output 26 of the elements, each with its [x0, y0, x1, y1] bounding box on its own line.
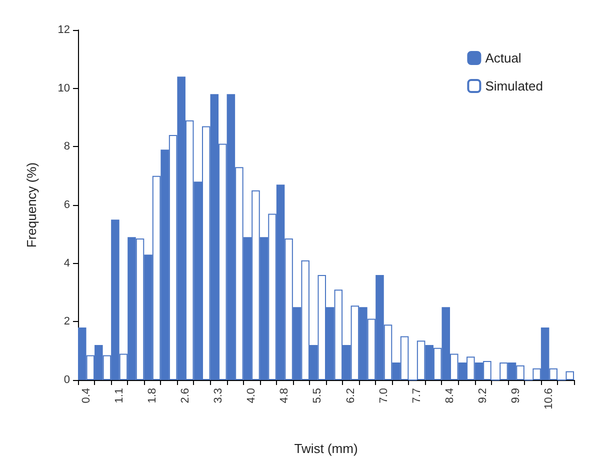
x-tick-label: 6.2 — [344, 388, 357, 404]
x-tick-label: 5.5 — [312, 388, 324, 404]
x-tick-label: 10.6 — [543, 388, 556, 410]
x-tick-label: 0.4 — [80, 388, 92, 404]
y-tick-label: 0 — [64, 374, 70, 386]
y-tick-label: 2 — [64, 316, 70, 328]
y-tick-label: 6 — [64, 199, 70, 211]
legend-label: Simulated — [485, 78, 544, 94]
x-tick-label: 9.9 — [510, 388, 522, 404]
y-tick-label: 12 — [58, 24, 70, 36]
y-tick-label: 8 — [64, 140, 70, 153]
x-tick-label: 2.6 — [179, 388, 192, 404]
x-tick-label: 4.0 — [246, 388, 258, 404]
x-tick-label: 1.8 — [146, 388, 158, 404]
y-tick-label: 10 — [58, 82, 70, 94]
y-tick-label: 4 — [64, 257, 70, 270]
x-tick-label: 1.1 — [113, 388, 126, 404]
x-axis-title: Twist (mm) — [294, 441, 358, 456]
x-tick-label: 7.7 — [410, 388, 423, 404]
x-tick-label: 8.4 — [444, 388, 456, 404]
x-tick-label: 4.8 — [278, 388, 291, 404]
y-axis-title: Frequency (%) — [24, 162, 39, 248]
x-tick-label: 3.3 — [212, 388, 225, 404]
x-tick-label: 9.2 — [477, 388, 490, 404]
x-tick-label: 7.0 — [378, 388, 390, 404]
legend-label: Actual — [485, 50, 522, 66]
